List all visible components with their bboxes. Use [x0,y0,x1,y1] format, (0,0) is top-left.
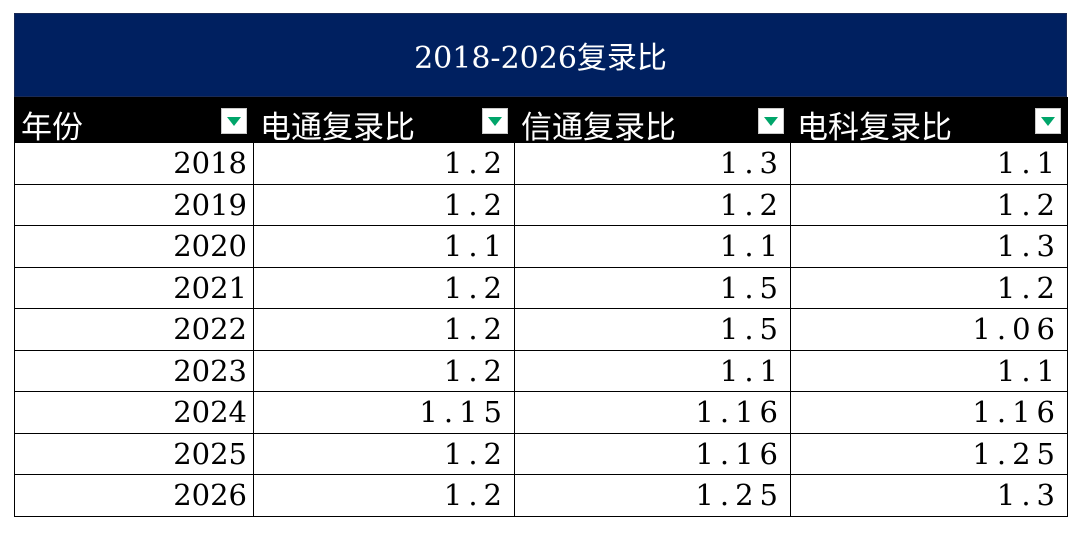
cell-xt[interactable]: 1.3 [514,142,791,185]
filter-dropdown-button[interactable] [221,108,247,134]
cell-dk[interactable]: 1.25 [790,432,1068,475]
cell-dt[interactable]: 1.2 [253,183,515,226]
cell-dk[interactable]: 1.16 [790,391,1068,434]
cell-xt[interactable]: 1.16 [514,391,791,434]
cell-dk[interactable]: 1.06 [790,308,1068,351]
table-title[interactable]: 2018-2026复录比 [14,13,1067,97]
filter-dropdown-button[interactable] [482,108,508,134]
filter-dropdown-button[interactable] [1035,108,1061,134]
data-table: 年份 电通复录比 信通复录比 [14,97,1068,517]
cell-year[interactable]: 2026 [14,474,254,517]
cell-xt[interactable]: 1.1 [514,225,791,268]
cell-dk[interactable]: 1.1 [790,349,1068,392]
filter-dropdown-icon [227,116,241,126]
cell-year[interactable]: 2020 [14,225,254,268]
cell-dk[interactable]: 1.2 [790,266,1068,309]
column-header-dt[interactable]: 电通复录比 [253,97,515,146]
cell-year[interactable]: 2022 [14,308,254,351]
column-header-label: 电通复录比 [260,110,415,146]
column-header-label: 年份 [21,110,83,146]
table-row: 2026 1.2 1.25 1.3 [14,474,1068,517]
table-row: 2022 1.2 1.5 1.06 [14,308,1068,351]
cell-xt[interactable]: 1.25 [514,474,791,517]
table-row: 2024 1.15 1.16 1.16 [14,391,1068,434]
cell-dt[interactable]: 1.1 [253,225,515,268]
cell-dt[interactable]: 1.2 [253,432,515,475]
cell-xt[interactable]: 1.5 [514,308,791,351]
cell-xt[interactable]: 1.2 [514,183,791,226]
cell-xt[interactable]: 1.16 [514,432,791,475]
table-row: 2023 1.2 1.1 1.1 [14,349,1068,392]
column-header-label: 电科复录比 [797,110,952,146]
filter-dropdown-icon [488,116,502,126]
cell-dk[interactable]: 1.1 [790,142,1068,185]
header-row: 年份 电通复录比 信通复录比 [14,97,1068,146]
cell-dk[interactable]: 1.2 [790,183,1068,226]
table-row: 2025 1.2 1.16 1.25 [14,432,1068,475]
cell-dt[interactable]: 1.2 [253,349,515,392]
column-header-label: 信通复录比 [521,110,676,146]
cell-year[interactable]: 2019 [14,183,254,226]
cell-dt[interactable]: 1.2 [253,308,515,351]
filter-dropdown-icon [764,116,778,126]
cell-dt[interactable]: 1.2 [253,142,515,185]
column-header-dk[interactable]: 电科复录比 [790,97,1068,146]
filter-dropdown-button[interactable] [758,108,784,134]
table-title-text: 2018-2026复录比 [414,41,667,76]
column-header-year[interactable]: 年份 [14,97,254,146]
cell-year[interactable]: 2023 [14,349,254,392]
cell-year[interactable]: 2021 [14,266,254,309]
cell-xt[interactable]: 1.5 [514,266,791,309]
table-row: 2018 1.2 1.3 1.1 [14,142,1068,185]
table-row: 2021 1.2 1.5 1.2 [14,266,1068,309]
cell-dk[interactable]: 1.3 [790,225,1068,268]
table-row: 2020 1.1 1.1 1.3 [14,225,1068,268]
cell-dt[interactable]: 1.2 [253,266,515,309]
filter-dropdown-icon [1041,116,1055,126]
cell-dt[interactable]: 1.15 [253,391,515,434]
spreadsheet-table: 2018-2026复录比 年份 电通复录比 [14,13,1068,517]
cell-year[interactable]: 2024 [14,391,254,434]
table-row: 2019 1.2 1.2 1.2 [14,183,1068,226]
cell-dt[interactable]: 1.2 [253,474,515,517]
cell-year[interactable]: 2025 [14,432,254,475]
cell-xt[interactable]: 1.1 [514,349,791,392]
cell-year[interactable]: 2018 [14,142,254,185]
column-header-xt[interactable]: 信通复录比 [514,97,791,146]
cell-dk[interactable]: 1.3 [790,474,1068,517]
